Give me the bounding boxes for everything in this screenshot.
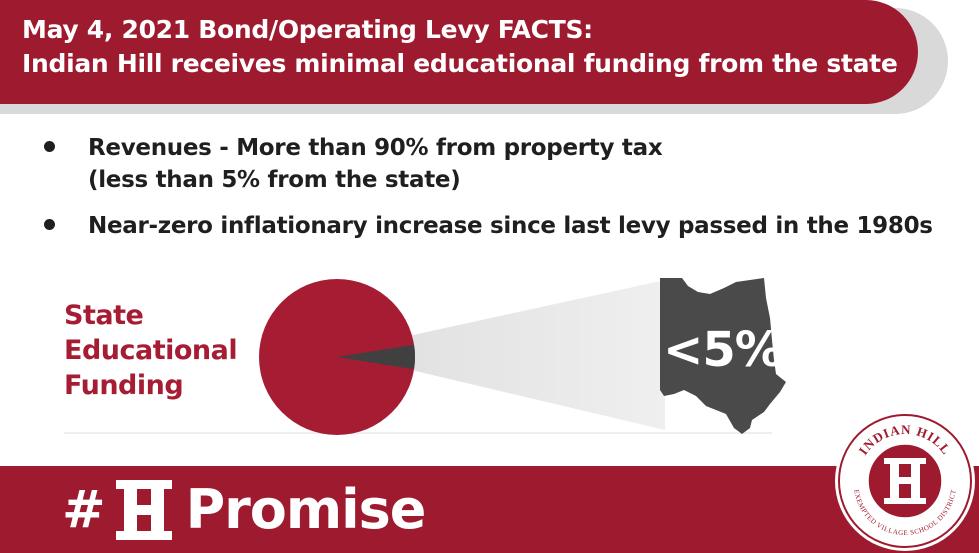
- state-share-value: <5%: [663, 322, 783, 378]
- bullet-inflation: Near-zero inflationary increase since la…: [40, 210, 940, 242]
- district-seal-icon: INDIAN HILL EXEMPTED VILLAGE SCHOOL DIST…: [835, 411, 975, 551]
- bullet-revenues: Revenues - More than 90% from property t…: [40, 132, 940, 196]
- title-line-1: May 4, 2021 Bond/Operating Levy FACTS:: [22, 15, 593, 44]
- bullet-dot-icon: [44, 219, 55, 230]
- bullet-subtext: (less than 5% from the state): [88, 167, 461, 193]
- bullet-text: Revenues - More than 90% from property t…: [88, 135, 663, 161]
- title-line-2: Indian Hill receives minimal educational…: [22, 49, 898, 78]
- divider-line: [64, 432, 772, 434]
- bullet-dot-icon: [44, 141, 55, 152]
- promise-word: Promise: [185, 478, 427, 541]
- funding-label-line-2: Educational: [64, 335, 238, 366]
- funding-label-line-3: Funding: [64, 370, 184, 401]
- funding-label: State Educational Funding: [64, 298, 238, 403]
- promise-hashtag: # Promise: [62, 478, 427, 542]
- bullet-text: Near-zero inflationary increase since la…: [88, 213, 933, 239]
- zoom-cone: [335, 280, 665, 430]
- bullet-list: Revenues - More than 90% from property t…: [40, 132, 940, 256]
- ih-logo-icon: [115, 480, 172, 540]
- state-share-slice: [337, 344, 415, 370]
- funding-pie: [259, 279, 415, 435]
- hash-symbol: #: [62, 480, 106, 540]
- ohio-map-icon: [660, 278, 786, 434]
- funding-label-line-1: State: [64, 300, 144, 331]
- title-banner: May 4, 2021 Bond/Operating Levy FACTS: I…: [0, 0, 918, 104]
